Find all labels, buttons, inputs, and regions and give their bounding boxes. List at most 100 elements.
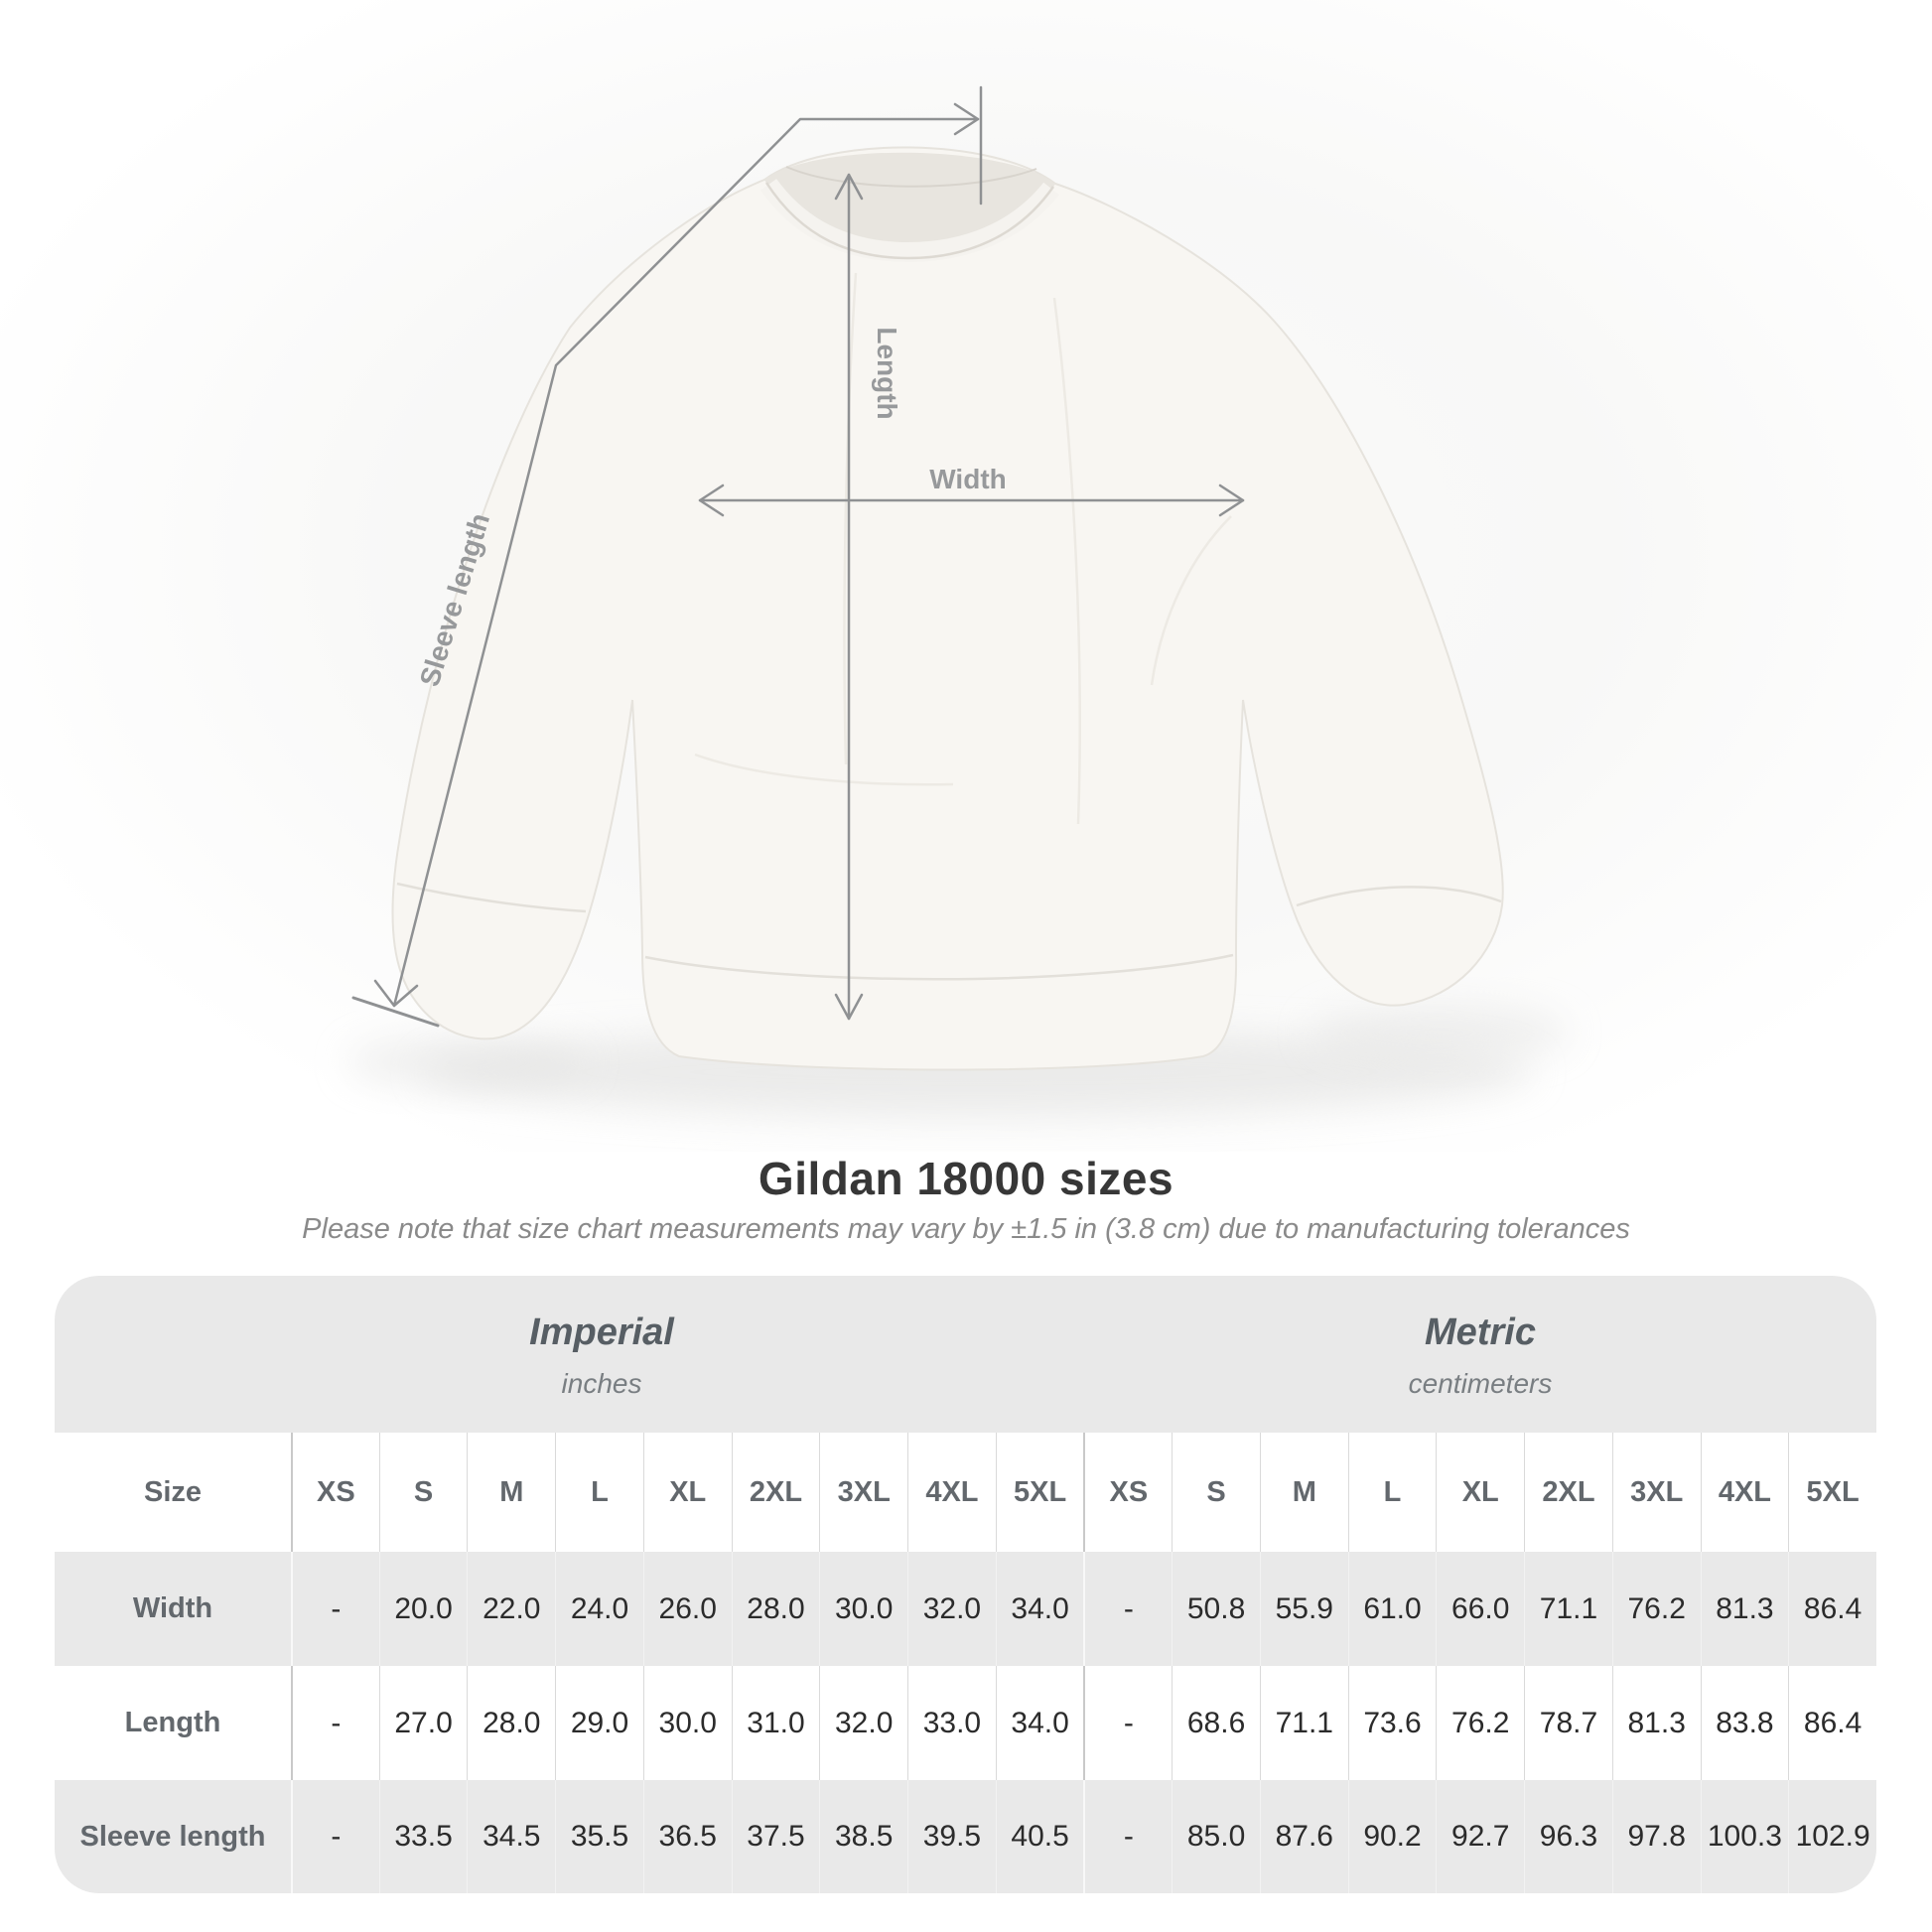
measurement-lines bbox=[351, 85, 1245, 1028]
value-cell: 50.8 bbox=[1172, 1552, 1260, 1666]
value-cell: 20.0 bbox=[378, 1552, 468, 1666]
metric-label: Metric bbox=[1425, 1311, 1536, 1353]
value-cell: - bbox=[1083, 1552, 1172, 1666]
value-cell: 32.0 bbox=[907, 1552, 996, 1666]
value-cell: 30.0 bbox=[819, 1552, 907, 1666]
value-cell: 34.5 bbox=[467, 1780, 555, 1893]
size-header-cell: XL bbox=[642, 1433, 732, 1552]
sleeve-arrowhead-top bbox=[953, 102, 980, 136]
value-cell: 37.5 bbox=[731, 1780, 820, 1893]
value-cell: 86.4 bbox=[1788, 1666, 1876, 1780]
size-header-cell: XS bbox=[1083, 1433, 1173, 1552]
value-cell: 71.1 bbox=[1259, 1666, 1348, 1780]
value-cell: 86.4 bbox=[1788, 1552, 1876, 1666]
value-cell: 36.5 bbox=[642, 1780, 732, 1893]
size-header-cell: XL bbox=[1436, 1433, 1525, 1552]
value-cell: 55.9 bbox=[1259, 1552, 1348, 1666]
size-header-cell: XS bbox=[291, 1433, 379, 1552]
sweatshirt-measurement-diagram: Width Length Sleeve length bbox=[347, 85, 1569, 1116]
value-cell: 90.2 bbox=[1347, 1780, 1437, 1893]
value-cell: 28.0 bbox=[467, 1666, 556, 1780]
value-cell: 33.5 bbox=[378, 1780, 468, 1893]
value-cell: - bbox=[1083, 1780, 1172, 1893]
size-header-cell: S bbox=[378, 1433, 468, 1552]
value-cell: 97.8 bbox=[1611, 1780, 1701, 1893]
value-cell: 78.7 bbox=[1524, 1666, 1612, 1780]
value-cell: - bbox=[1083, 1666, 1173, 1780]
value-cell: 83.8 bbox=[1700, 1666, 1789, 1780]
value-cell: - bbox=[291, 1552, 379, 1666]
cuff-seam-right bbox=[1296, 886, 1502, 907]
row-label-cell: Sleeve length bbox=[79, 1820, 266, 1853]
value-cell: 85.0 bbox=[1172, 1780, 1260, 1893]
length-arrowhead-top bbox=[834, 173, 864, 201]
value-cell: 39.5 bbox=[907, 1780, 996, 1893]
metric-group-header: Metric centimeters bbox=[1409, 1311, 1553, 1400]
cuff-seam-left bbox=[396, 882, 587, 913]
length-label: Length bbox=[872, 327, 902, 419]
row-label-cell: Width bbox=[132, 1592, 213, 1624]
metric-unit: centimeters bbox=[1408, 1368, 1553, 1399]
value-cell: 33.0 bbox=[907, 1666, 996, 1780]
cuff-shadow-left bbox=[347, 1036, 586, 1088]
imperial-label: Imperial bbox=[529, 1311, 674, 1353]
size-header-cell: M bbox=[1259, 1433, 1348, 1552]
value-cell: 81.3 bbox=[1700, 1552, 1789, 1666]
row-label-cell: Length bbox=[55, 1666, 291, 1780]
value-cell: 35.5 bbox=[555, 1780, 643, 1893]
value-cell: 29.0 bbox=[555, 1666, 643, 1780]
imperial-group-header: Imperial inches bbox=[529, 1311, 674, 1400]
value-cell: 22.0 bbox=[467, 1552, 555, 1666]
value-cell: 30.0 bbox=[642, 1666, 732, 1780]
size-header-cell: 2XL bbox=[1524, 1433, 1612, 1552]
tolerance-note: Please note that size chart measurements… bbox=[302, 1213, 1630, 1245]
size-table: Imperial inches Metric centimeters Size X… bbox=[55, 1276, 1876, 1893]
value-cell: 102.9 bbox=[1788, 1780, 1876, 1893]
collar-ribbing bbox=[759, 179, 1059, 263]
value-cell: 71.1 bbox=[1524, 1552, 1612, 1666]
value-cell: 92.7 bbox=[1436, 1780, 1524, 1893]
imperial-unit: inches bbox=[561, 1368, 642, 1399]
size-header-cell: 2XL bbox=[731, 1433, 820, 1552]
sleeve-length-arrow bbox=[392, 117, 980, 1008]
value-cell: 24.0 bbox=[555, 1552, 643, 1666]
size-header-cell: L bbox=[555, 1433, 643, 1552]
size-corner-cell: Size bbox=[55, 1433, 291, 1552]
value-cell: 27.0 bbox=[378, 1666, 468, 1780]
value-cell: 34.0 bbox=[995, 1552, 1084, 1666]
value-cell: 26.0 bbox=[642, 1552, 732, 1666]
size-grid: Size XS S M L XL 2XL 3XL 4XL 5XL XS S M L XL 2XL 3XL 4XL 5… bbox=[55, 1433, 1876, 1893]
size-header-cell: 5XL bbox=[1788, 1433, 1876, 1552]
value-cell: - bbox=[291, 1666, 379, 1780]
value-cell: 38.5 bbox=[819, 1780, 907, 1893]
fabric-creases bbox=[694, 272, 1232, 825]
collar-seam bbox=[764, 182, 1055, 260]
value-cell: 76.2 bbox=[1436, 1666, 1525, 1780]
value-cell: 34.0 bbox=[995, 1666, 1084, 1780]
value-cell: 87.6 bbox=[1259, 1780, 1348, 1893]
size-header-cell: 3XL bbox=[819, 1433, 908, 1552]
size-header-cell: S bbox=[1172, 1433, 1260, 1552]
size-header-cell: 3XL bbox=[1611, 1433, 1701, 1552]
size-header-cell: 4XL bbox=[1700, 1433, 1789, 1552]
sweatshirt-illustration bbox=[391, 146, 1504, 1071]
value-cell: 81.3 bbox=[1611, 1666, 1701, 1780]
width-label: Width bbox=[929, 464, 1007, 494]
value-cell: 32.0 bbox=[819, 1666, 908, 1780]
size-header-cell: 4XL bbox=[907, 1433, 996, 1552]
cuff-shadow-right bbox=[1311, 1005, 1569, 1060]
hem-seam bbox=[644, 953, 1234, 981]
value-cell: 66.0 bbox=[1436, 1552, 1524, 1666]
size-header-cell: 5XL bbox=[995, 1433, 1084, 1552]
value-cell: 73.6 bbox=[1347, 1666, 1437, 1780]
value-cell: 61.0 bbox=[1347, 1552, 1437, 1666]
unit-header-band: Imperial inches Metric centimeters bbox=[55, 1276, 1876, 1433]
value-cell: 68.6 bbox=[1172, 1666, 1260, 1780]
cuff-reference-tick bbox=[351, 996, 440, 1028]
value-cell: 96.3 bbox=[1524, 1780, 1612, 1893]
value-cell: 76.2 bbox=[1611, 1552, 1701, 1666]
value-cell: 40.5 bbox=[995, 1780, 1084, 1893]
value-cell: 28.0 bbox=[731, 1552, 820, 1666]
length-arrowhead-bottom bbox=[834, 993, 864, 1021]
